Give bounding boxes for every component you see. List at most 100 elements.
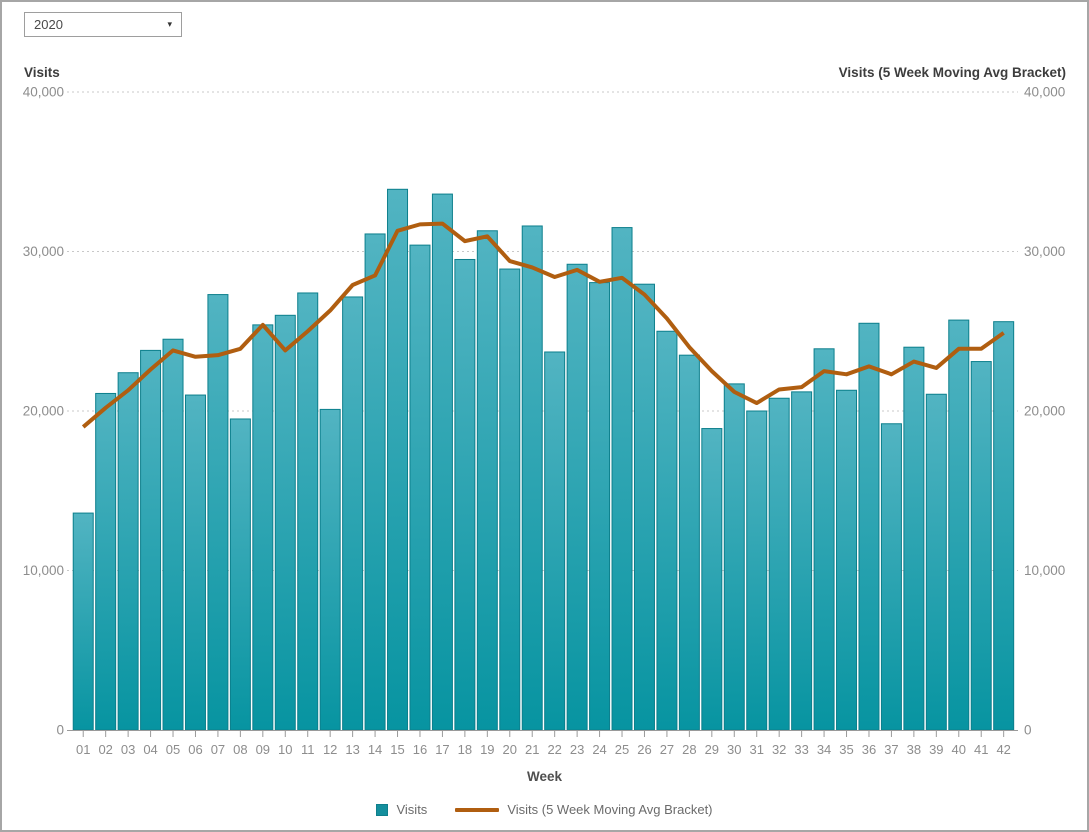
x-tick-label: 36 xyxy=(862,742,876,757)
y-tick-label-right: 10,000 xyxy=(1024,563,1065,578)
x-tick-label: 11 xyxy=(301,742,315,757)
x-tick-label: 18 xyxy=(458,742,472,757)
x-tick-label: 17 xyxy=(435,742,449,757)
bar-week-21[interactable] xyxy=(521,225,543,731)
bar-week-08[interactable] xyxy=(229,418,251,731)
bar-week-39[interactable] xyxy=(925,393,947,731)
bar-week-28[interactable] xyxy=(678,354,700,731)
bar-week-36[interactable] xyxy=(858,322,880,731)
bar-week-03[interactable] xyxy=(117,372,139,731)
y-tick-label-right: 40,000 xyxy=(1024,85,1065,100)
bar-week-30[interactable] xyxy=(723,383,745,731)
bar-week-01[interactable] xyxy=(72,512,94,731)
bar-week-32[interactable] xyxy=(768,397,790,731)
x-tick-label: 23 xyxy=(570,742,584,757)
x-tick-label: 10 xyxy=(278,742,292,757)
bar-week-19[interactable] xyxy=(476,230,498,731)
x-tick-label: 02 xyxy=(98,742,112,757)
bar-week-06[interactable] xyxy=(184,394,206,731)
bar-week-35[interactable] xyxy=(836,389,858,731)
x-tick-label: 27 xyxy=(660,742,674,757)
x-tick-label: 20 xyxy=(503,742,517,757)
y-tick-label-left: 0 xyxy=(56,723,64,738)
x-tick-label: 42 xyxy=(996,742,1010,757)
x-tick-label: 25 xyxy=(615,742,629,757)
bar-week-15[interactable] xyxy=(387,188,409,731)
x-tick-label: 35 xyxy=(839,742,853,757)
x-tick-label: 05 xyxy=(166,742,180,757)
legend-item-moving-avg[interactable]: Visits (5 Week Moving Avg Bracket) xyxy=(455,802,713,817)
legend-item-visits[interactable]: Visits xyxy=(376,802,427,817)
x-tick-label: 01 xyxy=(76,742,90,757)
y-tick-label-right: 30,000 xyxy=(1024,244,1065,259)
moving-avg-swatch-icon xyxy=(455,807,500,812)
bar-week-38[interactable] xyxy=(903,346,925,731)
x-tick-label: 24 xyxy=(592,742,606,757)
bar-week-23[interactable] xyxy=(566,263,588,731)
x-tick-label: 13 xyxy=(345,742,359,757)
bar-week-40[interactable] xyxy=(948,319,970,731)
x-tick-label: 40 xyxy=(952,742,966,757)
bar-week-18[interactable] xyxy=(454,258,476,731)
bar-week-14[interactable] xyxy=(364,233,386,731)
y-tick-label-left: 10,000 xyxy=(23,563,64,578)
x-tick-label: 12 xyxy=(323,742,337,757)
bar-week-10[interactable] xyxy=(274,314,296,731)
bar-week-04[interactable] xyxy=(140,349,162,731)
legend-label: Visits xyxy=(396,802,428,817)
bar-week-13[interactable] xyxy=(342,296,364,731)
bar-week-12[interactable] xyxy=(319,408,341,731)
y-tick-label-right: 0 xyxy=(1024,723,1032,738)
moving-avg-line xyxy=(81,221,1005,429)
bar-week-17[interactable] xyxy=(431,193,453,731)
x-tick-label: 39 xyxy=(929,742,943,757)
x-tick-label: 31 xyxy=(749,742,763,757)
x-tick-label: 09 xyxy=(256,742,270,757)
y-tick-label-left: 30,000 xyxy=(23,244,64,259)
bar-week-26[interactable] xyxy=(633,283,655,731)
x-axis-title: Week xyxy=(526,769,563,784)
x-tick-label: 08 xyxy=(233,742,247,757)
bar-week-29[interactable] xyxy=(701,428,723,731)
x-tick-label: 03 xyxy=(121,742,135,757)
bar-week-33[interactable] xyxy=(791,391,813,731)
bar-week-02[interactable] xyxy=(95,392,117,731)
right-axis-title: Visits (5 Week Moving Avg Bracket) xyxy=(838,65,1066,80)
x-tick-label: 07 xyxy=(211,742,225,757)
bar-week-41[interactable] xyxy=(970,361,992,731)
x-tick-label: 41 xyxy=(974,742,988,757)
bar-week-31[interactable] xyxy=(746,410,768,731)
x-tick-label: 19 xyxy=(480,742,494,757)
visits-swatch-icon xyxy=(376,803,389,816)
x-tick-label: 06 xyxy=(188,742,202,757)
x-tick-label: 21 xyxy=(525,742,539,757)
chart-legend: Visits Visits (5 Week Moving Avg Bracket… xyxy=(2,802,1087,817)
bar-week-25[interactable] xyxy=(611,227,633,731)
x-tick-label: 34 xyxy=(817,742,831,757)
x-tick-label: 38 xyxy=(907,742,921,757)
bar-week-22[interactable] xyxy=(544,351,566,731)
bar-week-09[interactable] xyxy=(252,324,274,731)
bar-week-07[interactable] xyxy=(207,294,229,731)
bar-week-20[interactable] xyxy=(499,268,521,731)
bar-week-11[interactable] xyxy=(297,292,319,731)
bar-week-24[interactable] xyxy=(589,282,611,731)
bar-week-27[interactable] xyxy=(656,330,678,731)
bar-week-05[interactable] xyxy=(162,338,184,731)
x-tick-label: 26 xyxy=(637,742,651,757)
y-tick-label-left: 40,000 xyxy=(23,85,64,100)
x-tick-label: 28 xyxy=(682,742,696,757)
x-tick-label: 37 xyxy=(884,742,898,757)
x-tick-label: 32 xyxy=(772,742,786,757)
bar-week-37[interactable] xyxy=(880,423,902,731)
y-tick-label-left: 20,000 xyxy=(23,404,64,419)
left-axis-title: Visits xyxy=(24,65,60,80)
bar-week-42[interactable] xyxy=(993,321,1015,731)
year-dropdown[interactable]: 2020 ▾ xyxy=(24,12,182,37)
bar-week-16[interactable] xyxy=(409,244,431,731)
bar-week-34[interactable] xyxy=(813,348,835,731)
x-tick-label: 16 xyxy=(413,742,427,757)
x-tick-label: 29 xyxy=(705,742,719,757)
